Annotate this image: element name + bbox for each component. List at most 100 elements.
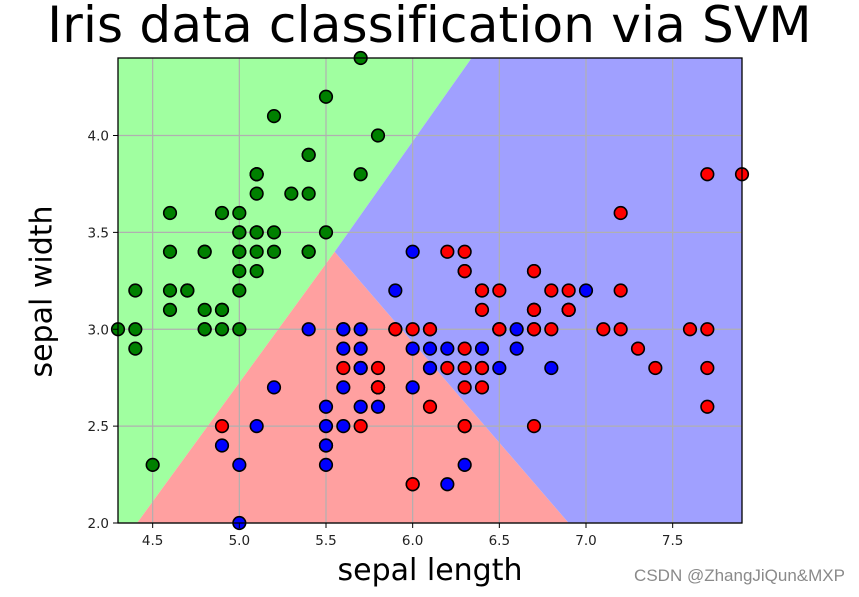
point-versicolor [405,244,420,259]
point-virginica [492,283,507,298]
point-versicolor [405,380,420,395]
point-virginica [457,380,472,395]
point-virginica [353,419,368,434]
point-versicolor [422,341,438,356]
point-versicolor [370,399,386,414]
point-setosa [249,167,264,182]
plot-frame [117,57,743,524]
point-versicolor [422,360,438,376]
point-virginica [474,360,490,376]
y-tick-label: 2.0 [88,516,109,532]
point-virginica [613,322,628,337]
point-setosa [162,244,178,259]
point-virginica [613,205,628,221]
point-virginica [457,264,472,279]
decision-regions [118,58,742,523]
point-versicolor [214,438,230,453]
point-versicolor [353,360,368,376]
region-setosa [118,58,472,523]
point-setosa [232,225,247,240]
watermark: CSDN @ZhangJiQun&MXP [634,566,845,585]
point-virginica [648,360,663,376]
point-virginica [440,244,455,259]
x-tick-label: 6.5 [489,533,510,549]
point-setosa [301,147,316,162]
x-axis-label: sepal length [337,553,523,588]
point-versicolor [509,341,524,356]
point-versicolor [509,322,524,337]
point-setosa [128,283,143,298]
region-versicolor [334,58,742,523]
y-tick-label: 3.5 [88,225,109,241]
point-versicolor [249,419,264,434]
point-virginica [474,283,490,298]
point-setosa [249,244,264,259]
point-versicolor [353,341,368,356]
x-tick-label: 5.0 [229,533,250,549]
point-setosa [232,283,247,298]
point-virginica [630,341,646,356]
point-versicolor [457,457,472,472]
point-setosa [318,225,334,240]
point-virginica [561,283,576,298]
point-versicolor [492,360,507,376]
point-virginica [700,322,715,337]
point-versicolor [544,360,559,376]
point-setosa [249,225,264,240]
point-versicolor [336,341,351,356]
point-setosa [162,205,178,221]
point-setosa [249,186,264,201]
point-virginica [370,380,386,395]
point-setosa [266,109,282,124]
point-virginica [457,419,472,434]
point-virginica [457,244,472,259]
data-points [110,50,750,531]
point-setosa [214,322,230,337]
point-setosa [145,457,160,472]
point-versicolor [388,283,403,298]
point-setosa [232,322,247,337]
point-virginica [526,302,542,317]
point-setosa [197,322,212,337]
y-axis-label: sepal width [24,205,60,378]
point-versicolor [353,322,368,337]
point-setosa [370,128,386,143]
point-setosa [266,225,282,240]
point-versicolor [405,341,420,356]
chart-title: Iris data classification via SVM [47,0,812,54]
point-setosa [128,322,143,337]
point-virginica [596,322,611,337]
point-virginica [474,302,490,317]
point-setosa [284,186,299,201]
x-tick-label: 5.5 [315,533,336,549]
point-versicolor [336,322,351,337]
point-setosa [301,186,316,201]
point-versicolor [318,399,334,414]
point-versicolor [440,477,455,492]
point-setosa [197,244,212,259]
point-virginica [526,322,542,337]
point-virginica [700,167,715,182]
point-virginica [405,477,420,492]
point-setosa [318,89,334,104]
point-virginica [561,302,576,317]
point-setosa [301,244,316,259]
point-versicolor [336,419,351,434]
y-tick-label: 3.0 [88,322,109,338]
point-virginica [388,322,403,337]
point-virginica [526,419,542,434]
point-virginica [336,360,351,376]
point-virginica [440,360,455,376]
point-virginica [492,322,507,337]
point-setosa [353,167,368,182]
point-versicolor [318,438,334,453]
point-setosa [249,264,264,279]
point-virginica [544,322,559,337]
point-virginica [422,322,438,337]
point-versicolor [440,341,455,356]
point-setosa [214,205,230,221]
point-setosa [162,302,178,317]
point-virginica [457,360,472,376]
point-setosa [266,244,282,259]
